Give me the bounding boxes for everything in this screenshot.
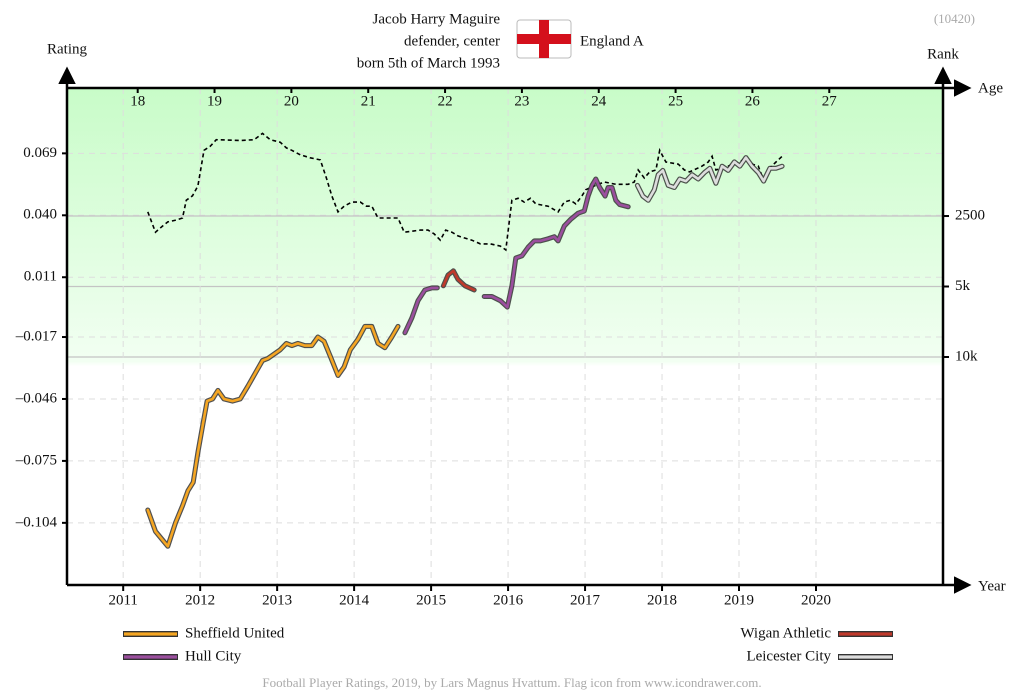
y-tick-label: –0.017 <box>15 328 58 344</box>
y2-axis-label: Rank <box>927 46 959 62</box>
y2-tick-label: 2500 <box>955 207 985 223</box>
x-tick-label: 2013 <box>262 592 292 608</box>
y-tick-label: –0.104 <box>15 514 58 530</box>
x-tick-label: 2011 <box>108 592 137 608</box>
series-line <box>442 269 476 292</box>
plot-background <box>67 88 943 585</box>
team: England A <box>580 33 644 49</box>
axes <box>58 66 972 594</box>
title-line: defender, center <box>404 33 500 49</box>
x2-tick-label: 19 <box>207 93 222 109</box>
x-tick-label: 2018 <box>647 592 677 608</box>
x2-tick-label: 24 <box>591 93 607 109</box>
legend-label: Sheffield United <box>185 625 285 641</box>
legend-label: Leicester City <box>746 648 831 664</box>
x2-tick-label: 23 <box>514 93 529 109</box>
x-tick-label: 2015 <box>416 592 446 608</box>
y-tick-label: 0.069 <box>23 145 57 161</box>
y-tick-label: –0.075 <box>15 452 57 468</box>
y-tick-label: 0.011 <box>24 269 57 285</box>
y-tick-label: 0.040 <box>23 207 57 223</box>
y2-tick-label: 10k <box>955 348 978 364</box>
x2-tick-label: 18 <box>130 93 145 109</box>
x2-tick-label: 22 <box>438 93 453 109</box>
x2-tick-label: 26 <box>745 93 761 109</box>
legend-label: Hull City <box>185 648 242 664</box>
player-id: (10420) <box>934 11 975 26</box>
x-tick-label: 2020 <box>801 592 831 608</box>
series-line <box>636 156 784 202</box>
x-tick-label: 2019 <box>724 592 754 608</box>
footer: Football Player Ratings, 2019, by Lars M… <box>262 675 761 690</box>
legend-label: Wigan Athletic <box>740 625 831 641</box>
y-axis-label: Rating <box>47 41 87 57</box>
y2-tick-label: 5k <box>955 278 971 294</box>
marks <box>145 132 785 549</box>
x2-tick-label: 25 <box>668 93 683 109</box>
title-line: born 5th of March 1993 <box>357 55 500 71</box>
x-axis-label: Year <box>978 578 1006 594</box>
x-tick-label: 2017 <box>570 592 601 608</box>
title-line: Jacob Harry Maguire <box>373 11 501 27</box>
x2-axis-label: Age <box>978 80 1003 96</box>
rank-line-series <box>147 132 783 252</box>
series-line <box>146 325 400 548</box>
flag <box>516 19 572 59</box>
x-tick-label: 2014 <box>339 592 370 608</box>
series-line <box>403 177 630 335</box>
x2-tick-label: 21 <box>361 93 376 109</box>
x-tick-label: 2016 <box>493 592 524 608</box>
y-tick-label: –0.046 <box>15 390 58 406</box>
x-tick-label: 2012 <box>185 592 215 608</box>
x2-tick-label: 20 <box>284 93 299 109</box>
x2-tick-label: 27 <box>822 93 838 109</box>
